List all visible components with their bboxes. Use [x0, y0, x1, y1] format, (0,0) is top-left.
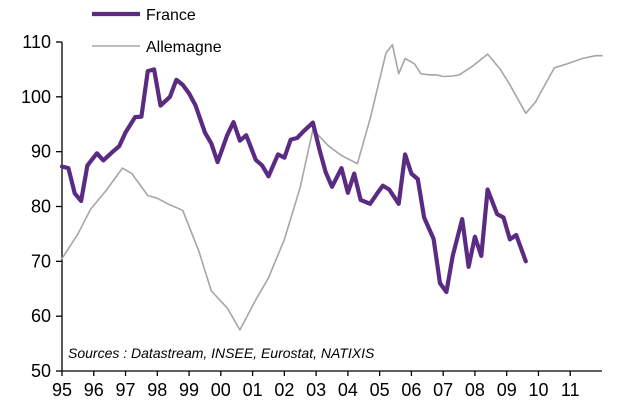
- legend-item-france: France: [92, 7, 196, 24]
- x-tick-label: 03: [306, 380, 326, 400]
- series-line-allemagne: [61, 43, 603, 331]
- x-tick-label: 02: [274, 380, 294, 400]
- x-tick-label: 06: [401, 380, 421, 400]
- x-tick-label: 96: [84, 380, 104, 400]
- x-tick-label: 11: [561, 380, 580, 400]
- x-tick-label: 99: [179, 380, 199, 400]
- series-layer: [59, 43, 603, 331]
- x-tick-label: 05: [370, 380, 390, 400]
- x-tick-label: 04: [338, 380, 358, 400]
- x-tick-label: 08: [465, 380, 485, 400]
- y-tick-label: 100: [21, 87, 51, 107]
- x-tick-label: 07: [433, 380, 453, 400]
- legend: France Allemagne: [92, 7, 222, 56]
- series-line-france: [59, 67, 528, 295]
- y-tick-label: 110: [22, 32, 51, 52]
- x-tick-label: 98: [147, 380, 167, 400]
- y-axis-ticks: 50 60 70 80 90 100 110: [21, 32, 62, 381]
- x-tick-label: 95: [52, 380, 72, 400]
- x-axis-ticks: 95 96 97 98 99 00 01 02 03 04 05 06 07 08 09 10 11: [52, 371, 580, 400]
- x-tick-label: 97: [116, 380, 136, 400]
- y-tick-label: 60: [31, 306, 51, 326]
- y-tick-label: 90: [31, 142, 51, 162]
- legend-label-allemagne: Allemagne: [146, 39, 222, 56]
- legend-item-allemagne: Allemagne: [92, 39, 222, 56]
- y-tick-label: 50: [31, 361, 51, 381]
- x-tick-label: 09: [497, 380, 517, 400]
- y-tick-label: 70: [31, 251, 51, 271]
- legend-label-france: France: [146, 7, 196, 24]
- y-tick-label: 80: [31, 197, 51, 217]
- x-tick-label: 01: [243, 380, 263, 400]
- x-tick-label: 00: [211, 380, 231, 400]
- source-annotation: Sources : Datastream, INSEE, Eurostat, N…: [68, 345, 375, 361]
- plot-area: 50 60 70 80 90 100 110 95 96 97 98 99 00 01 02 03 04 05 0…: [21, 32, 603, 400]
- x-tick-label: 10: [528, 380, 548, 400]
